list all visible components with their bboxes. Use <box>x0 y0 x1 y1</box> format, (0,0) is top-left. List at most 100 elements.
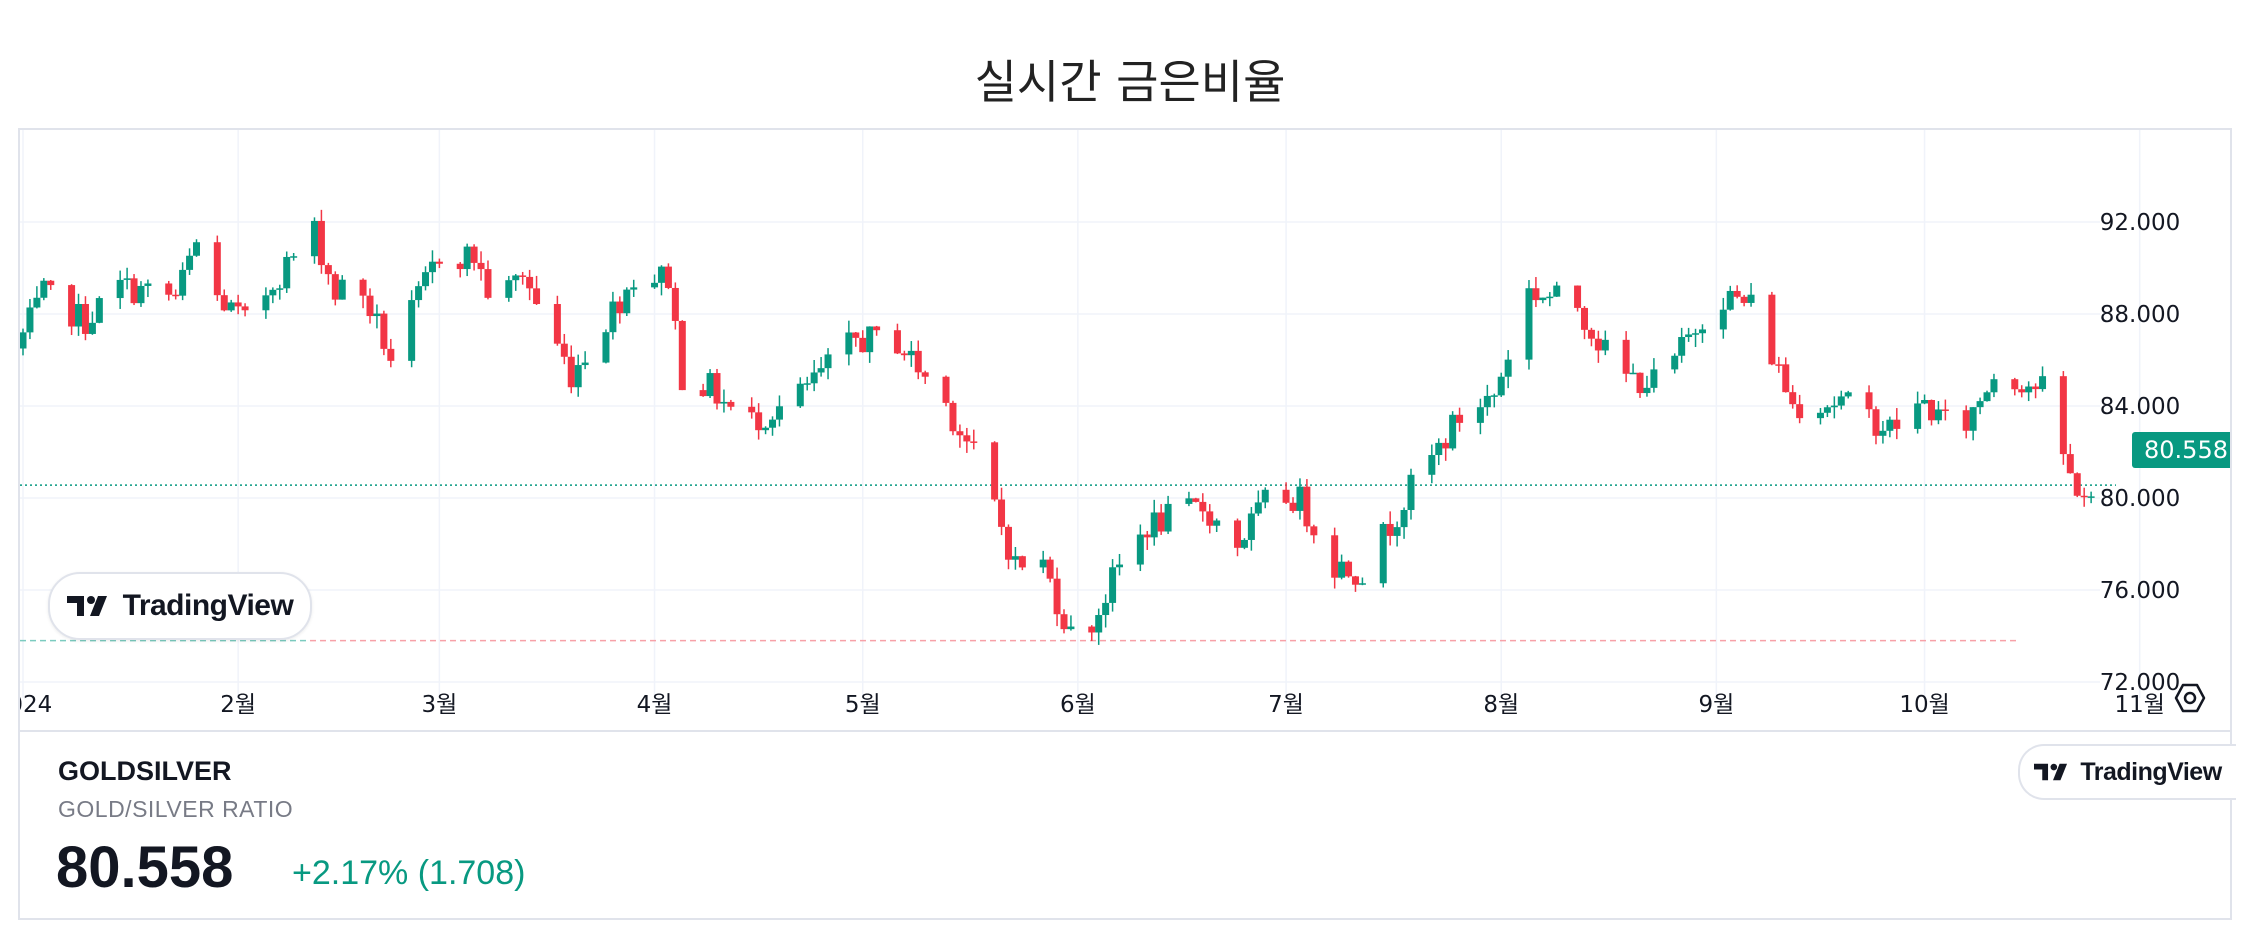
candle-body <box>748 406 756 413</box>
candle-body <box>186 255 194 270</box>
candle-body <box>1601 339 1609 351</box>
candle-body <box>2073 473 2081 496</box>
candle-body <box>1726 290 1734 310</box>
candle-body <box>1102 602 1110 616</box>
candle-body <box>1692 333 1700 335</box>
candle-body <box>144 283 152 286</box>
chart-area[interactable]: 72.000 76.000 80.000 84.000 88.000 92.000 2024… <box>18 128 2232 732</box>
candle-body <box>213 242 221 296</box>
candle-body <box>796 383 804 407</box>
candle-body <box>359 279 367 296</box>
candle-body <box>47 280 55 286</box>
x-tick-label: 10월 <box>1899 692 1949 718</box>
candle-body <box>900 353 908 356</box>
candle-body <box>408 300 416 361</box>
candle-body <box>1428 455 1436 475</box>
candle-body <box>533 288 541 305</box>
candle-body <box>1449 414 1457 449</box>
tradingview-logo-panel[interactable]: TradingView <box>2018 744 2236 800</box>
y-tick-label: 88.000 <box>2100 302 2180 328</box>
candle-body <box>415 286 423 301</box>
candle-body <box>123 278 131 280</box>
candle-body <box>137 285 145 304</box>
candle-body <box>276 288 284 290</box>
candle-body <box>317 220 325 266</box>
candle-body <box>1782 364 1790 393</box>
tradingview-logo-chart[interactable]: TradingView <box>48 572 312 640</box>
candle-body <box>484 269 492 298</box>
candle-body <box>1962 410 1970 431</box>
candle-body <box>1983 392 1991 402</box>
candle-body <box>1164 503 1172 532</box>
candle-body <box>116 279 124 299</box>
candle-body <box>651 282 659 288</box>
candle-body <box>713 373 721 404</box>
candle-body <box>2066 454 2074 474</box>
candle-body <box>1553 285 1561 297</box>
candle-body <box>463 246 471 270</box>
candle-body <box>1150 512 1158 538</box>
candle-body <box>1109 567 1117 603</box>
candle-body <box>234 302 242 307</box>
candle-body <box>1830 405 1838 408</box>
x-tick-label: 3월 <box>422 692 458 718</box>
candle-body <box>602 332 610 363</box>
y-tick-label: 76.000 <box>2100 578 2180 604</box>
x-tick-label: 2024 <box>20 692 52 718</box>
candle-body <box>1719 309 1727 330</box>
candle-body <box>477 262 485 270</box>
y-tick-label: 80.000 <box>2100 486 2180 512</box>
candle-body <box>1872 409 1880 436</box>
candle-body <box>755 412 763 431</box>
candle-body <box>40 280 48 298</box>
candle-body <box>2080 495 2088 498</box>
candle-body <box>1490 395 1498 397</box>
candle-body <box>1331 535 1339 578</box>
candle-body <box>1296 486 1304 511</box>
candle-body <box>20 332 27 349</box>
candle-body <box>1768 294 1776 365</box>
x-tick-label: 9월 <box>1698 692 1734 718</box>
x-tick-label: 8월 <box>1483 692 1519 718</box>
candle-body <box>769 419 777 428</box>
candle-body <box>1574 285 1582 308</box>
candle-body <box>1476 407 1484 423</box>
candle-body <box>2011 379 2019 390</box>
candle-body <box>970 441 978 443</box>
candle-body <box>567 356 575 388</box>
candle-body <box>1629 372 1637 375</box>
candle-body <box>1483 395 1491 408</box>
candle-body <box>616 301 624 314</box>
candle-body <box>775 406 783 420</box>
candle-body <box>907 350 915 356</box>
symbol-info-panel: GOLDSILVER GOLD/SILVER RATIO 80.558 +2.1… <box>18 732 2236 920</box>
candlestick-chart[interactable]: 72.000 76.000 80.000 84.000 88.000 92.000 2024… <box>20 130 2230 730</box>
candle-body <box>422 272 430 287</box>
candle-body <box>1636 372 1644 394</box>
candle-body <box>1039 559 1047 568</box>
candle-body <box>762 427 770 431</box>
candle-body <box>1067 626 1075 630</box>
candle-body <box>671 287 679 321</box>
candle-body <box>824 354 832 369</box>
candle-body <box>75 304 83 327</box>
candle-body <box>727 401 735 407</box>
candle-body <box>1879 430 1887 436</box>
candle-body <box>366 295 374 317</box>
tradingview-logo-text: TradingView <box>122 589 294 622</box>
candle-body <box>1234 520 1241 548</box>
candle-body <box>193 242 200 256</box>
page-title: 실시간 금은비율 <box>974 55 1286 109</box>
candle-body <box>262 295 270 311</box>
candle-body <box>1796 404 1804 419</box>
candle-body <box>1004 526 1012 560</box>
symbol-name[interactable]: GOLDSILVER <box>58 756 232 786</box>
candle-body <box>512 275 520 281</box>
chart-settings-button[interactable] <box>2170 678 2210 718</box>
y-tick-label: 84.000 <box>2100 394 2180 420</box>
candle-body <box>1816 412 1824 419</box>
candle-body <box>873 326 881 331</box>
candle-body <box>1921 400 1929 404</box>
candle-body <box>1789 392 1797 405</box>
candle-body <box>1740 296 1748 303</box>
